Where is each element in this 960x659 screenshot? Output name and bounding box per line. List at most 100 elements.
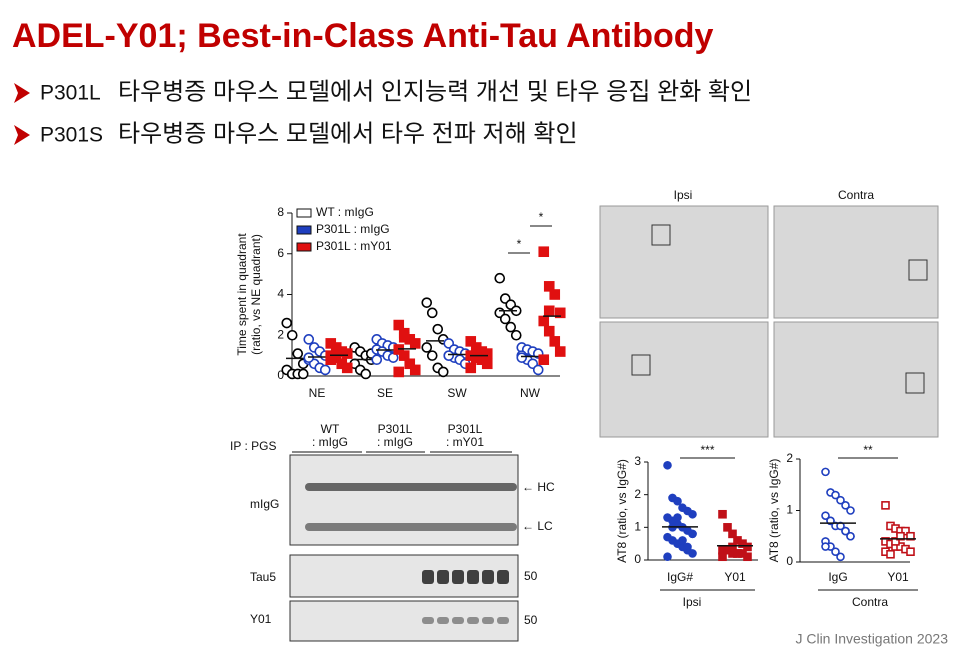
- histology-image: [599, 205, 769, 319]
- data-point: [443, 350, 455, 361]
- data-point: [663, 460, 672, 470]
- mw-label: 50: [524, 613, 538, 627]
- data-point: [846, 531, 855, 541]
- x-tick-label: SE: [377, 386, 393, 400]
- data-point: [297, 368, 309, 380]
- lane-label: : mY01: [446, 435, 484, 449]
- data-point: [404, 358, 416, 370]
- data-point: [743, 552, 752, 562]
- y-tick-label: 0: [786, 554, 793, 568]
- lane-label: P301L: [378, 422, 413, 436]
- legend-swatch: [296, 242, 312, 252]
- data-point: [505, 321, 517, 333]
- citation: J Clin Investigation 2023: [795, 631, 948, 647]
- legend-label: P301L : mIgG: [316, 222, 390, 236]
- y-tick-label: 2: [277, 327, 284, 341]
- lane-label: : mIgG: [377, 435, 413, 449]
- data-point: [398, 350, 410, 361]
- data-point: [836, 495, 845, 505]
- data-point: [733, 549, 742, 558]
- data-point: [281, 317, 293, 329]
- data-point: [371, 354, 383, 366]
- data-point: [836, 552, 845, 562]
- bullet-arrow: [14, 125, 30, 145]
- blot-band: [437, 617, 449, 624]
- x-tick-label: IgG#: [667, 570, 693, 584]
- bullet-text: 타우병증 마우스 모델에서 타우 전파 저해 확인: [118, 120, 578, 147]
- data-point: [881, 501, 890, 510]
- x-tick-label: NE: [309, 386, 326, 400]
- y-tick-label: 3: [634, 454, 641, 468]
- mw-label: 50: [524, 569, 538, 583]
- data-point: [421, 297, 433, 308]
- x-tick-label: IgG: [828, 570, 847, 584]
- roi-box: [908, 259, 928, 281]
- data-point: [841, 526, 850, 536]
- data-point: [532, 364, 544, 376]
- data-point: [543, 305, 555, 317]
- y-tick-label: 8: [277, 205, 284, 219]
- data-point: [554, 307, 566, 319]
- data-point: [538, 315, 550, 327]
- y-axis-label: Time spent in quadrant: [235, 233, 249, 356]
- data-point: [554, 346, 566, 357]
- blot-panel: [289, 454, 519, 546]
- data-point: [387, 352, 399, 363]
- data-point: [821, 511, 830, 520]
- blot-band: [437, 570, 449, 584]
- blot-band: [305, 483, 517, 491]
- legend-swatch: [296, 208, 312, 218]
- histology-label: Ipsi: [674, 188, 693, 202]
- data-point: [319, 364, 331, 376]
- data-point: [846, 506, 855, 515]
- data-point: [718, 552, 727, 562]
- blot-band: [305, 523, 517, 531]
- roi-box: [631, 354, 651, 376]
- bullet-text: 타우병증 마우스 모델에서 인지능력 개선 및 타우 응집 완화 확인: [118, 78, 752, 105]
- data-point: [393, 366, 405, 378]
- legend-swatch: [296, 225, 312, 235]
- histology-image: [773, 205, 939, 319]
- data-point: [360, 368, 372, 380]
- data-point: [678, 536, 687, 545]
- data-point: [465, 362, 477, 374]
- data-point: [510, 329, 522, 341]
- data-point: [393, 319, 405, 331]
- x-tick-label: Y01: [887, 570, 909, 584]
- data-point: [549, 336, 561, 347]
- data-point: [470, 352, 482, 363]
- data-point: [426, 350, 438, 361]
- data-point: [481, 348, 493, 359]
- data-point: [286, 329, 298, 341]
- data-point: [432, 323, 444, 335]
- data-point: [906, 547, 915, 557]
- data-point: [896, 531, 905, 541]
- y-axis-label: AT8 (ratio, vs IgG#): [767, 459, 781, 563]
- data-point: [688, 549, 697, 558]
- data-point: [688, 509, 697, 519]
- data-point: [494, 272, 506, 284]
- data-point: [718, 509, 727, 519]
- data-point: [516, 352, 528, 363]
- blot-band: [497, 617, 509, 624]
- blot-row-label: Tau5: [250, 570, 276, 584]
- legend-label: WT : mIgG: [316, 205, 374, 219]
- region-label: Contra: [852, 595, 888, 609]
- data-point: [906, 531, 915, 541]
- blot-panel: [289, 600, 519, 642]
- data-point: [723, 523, 732, 532]
- data-point: [538, 354, 550, 366]
- y-tick-label: 0: [634, 552, 641, 566]
- band-marker: ← HC: [522, 480, 555, 494]
- slide-title: ADEL-Y01; Best-in-Class Anti-Tau Antibod…: [12, 17, 714, 55]
- data-point: [409, 364, 421, 376]
- y-tick-label: 2: [634, 487, 641, 501]
- data-point: [330, 346, 342, 357]
- roi-box: [651, 224, 671, 246]
- blot-row-label: Y01: [250, 612, 272, 626]
- histology-image: [599, 321, 769, 438]
- blot-band: [422, 570, 434, 584]
- data-point: [303, 334, 315, 345]
- data-point: [891, 537, 900, 546]
